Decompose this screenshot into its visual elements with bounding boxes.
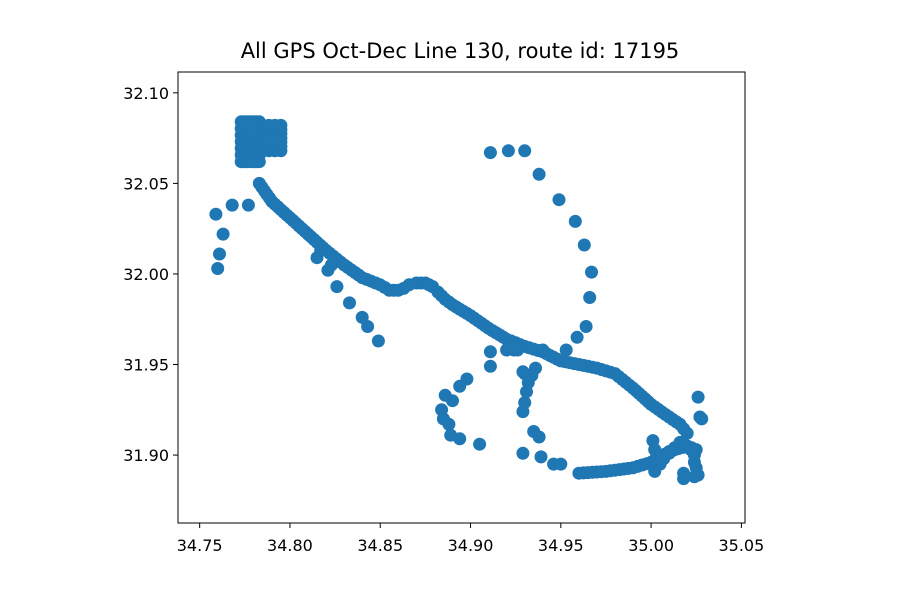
data-point [516, 446, 530, 460]
y-axis: 31.90 31.95 32.00 32.05 32.10 [123, 84, 178, 465]
data-point [314, 243, 328, 257]
x-tick-label: 35.05 [718, 536, 764, 555]
y-tick-label: 31.95 [123, 356, 169, 375]
data-point [483, 146, 497, 160]
data-point [500, 343, 514, 357]
data-point [532, 430, 546, 444]
data-point [501, 144, 515, 158]
data-point [536, 343, 550, 357]
x-tick-label: 34.85 [357, 536, 403, 555]
plot-frame [177, 71, 746, 524]
y-tick-label: 32.05 [123, 174, 169, 193]
data-point [216, 227, 230, 241]
data-point [518, 396, 532, 410]
x-tick-label: 34.95 [538, 536, 584, 555]
data-point [534, 450, 548, 464]
data-point [483, 345, 497, 359]
data-point [483, 359, 497, 373]
data-point [570, 330, 584, 344]
y-tick-label: 32.10 [123, 84, 169, 103]
y-tick-label: 31.90 [123, 446, 169, 465]
x-tick-label: 35.00 [628, 536, 674, 555]
data-point [274, 118, 288, 132]
chart-title: All GPS Oct-Dec Line 130, route id: 1719… [241, 39, 680, 63]
data-point [585, 265, 598, 279]
y-tick-label: 32.00 [123, 265, 169, 284]
data-point [648, 464, 662, 478]
data-point [211, 262, 225, 275]
data-point [577, 238, 591, 252]
data-point [529, 361, 542, 375]
data-point [695, 412, 709, 426]
data-point [579, 320, 593, 333]
data-point [213, 247, 226, 261]
data-point [442, 417, 456, 431]
data-point [453, 379, 467, 393]
data-point [438, 388, 452, 402]
data-point [559, 343, 573, 357]
data-point [687, 470, 701, 484]
data-point [516, 365, 530, 379]
x-tick-label: 34.90 [448, 536, 494, 555]
data-point [691, 390, 705, 404]
data-point [325, 258, 338, 272]
data-point [361, 320, 375, 333]
data-point [554, 457, 568, 471]
data-point [473, 437, 487, 451]
data-point [241, 198, 255, 212]
data-point [677, 466, 691, 480]
data-point [552, 193, 566, 207]
data-point [371, 334, 385, 348]
x-axis: 34.75 34.80 34.85 34.90 34.95 35.00 35.05 [177, 523, 764, 555]
data-point [583, 291, 597, 304]
data-point [680, 426, 694, 440]
x-tick-label: 34.80 [267, 536, 313, 555]
data-points [209, 115, 709, 486]
data-point [225, 198, 239, 212]
data-point [209, 207, 223, 221]
data-point [518, 144, 532, 158]
x-tick-label: 34.75 [177, 536, 223, 555]
data-point [568, 214, 582, 228]
data-point [343, 296, 356, 310]
data-point [532, 167, 546, 181]
data-point [453, 432, 467, 446]
data-point [330, 280, 344, 294]
